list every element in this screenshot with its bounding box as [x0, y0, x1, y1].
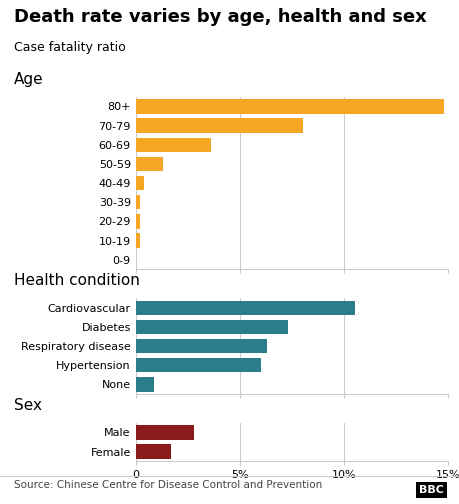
Bar	[135, 233, 140, 248]
Text: Source: Chinese Centre for Disease Control and Prevention: Source: Chinese Centre for Disease Contr…	[14, 480, 321, 490]
Text: Age: Age	[14, 72, 43, 87]
Bar	[135, 300, 354, 315]
Bar	[135, 118, 302, 133]
Bar	[135, 425, 194, 439]
Bar	[135, 320, 287, 334]
Text: Sex: Sex	[14, 398, 42, 413]
Bar	[135, 195, 140, 210]
Bar	[135, 339, 267, 353]
Text: Case fatality ratio: Case fatality ratio	[14, 41, 125, 54]
Bar	[135, 157, 162, 171]
Text: BBC: BBC	[418, 485, 443, 495]
Bar	[135, 214, 140, 229]
Bar	[135, 138, 210, 152]
Bar	[135, 176, 144, 191]
Bar	[135, 445, 171, 459]
Text: Health condition: Health condition	[14, 273, 140, 288]
Bar	[135, 358, 260, 372]
Bar	[135, 377, 154, 392]
Text: Death rate varies by age, health and sex: Death rate varies by age, health and sex	[14, 8, 425, 26]
Bar	[135, 99, 443, 113]
